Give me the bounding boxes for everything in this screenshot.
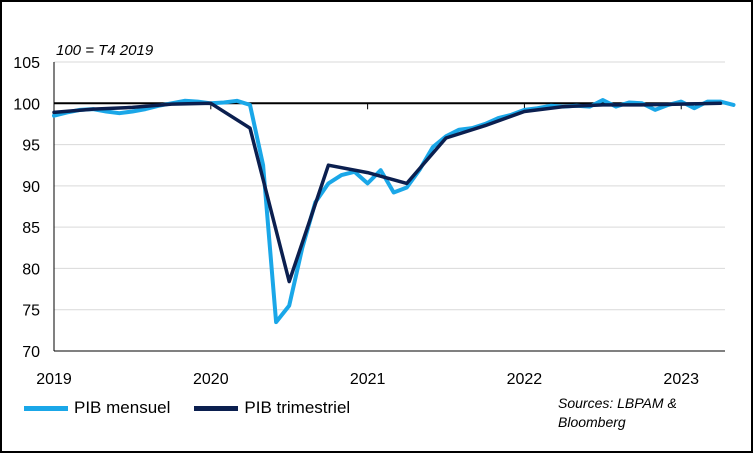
y-tick-label-100: 100 [13,96,40,113]
x-tick-label-2020: 2020 [193,371,229,388]
legend-swatch-pib-trimestriel [194,405,239,411]
x-tick-label-2021: 2021 [350,371,386,388]
legend-item-pib-trimestriel: PIB trimestriel [194,398,350,418]
y-tick-label-90: 90 [22,179,40,196]
series-lines [52,98,736,325]
x-tick-label-2023: 2023 [663,371,699,388]
legend-item-pib-mensuel: PIB mensuel [24,398,170,418]
series-line-pib-mensuel [52,98,736,325]
sources-note: Sources: LBPAM & Bloomberg [558,395,677,430]
legend-label-pib-trimestriel: PIB trimestriel [244,398,351,417]
legend-swatch-pib-mensuel [24,405,68,411]
y-tick-label-95: 95 [22,138,40,155]
legend: PIB mensuel PIB trimestriel [24,398,374,418]
y-tick-label-70: 70 [22,344,40,361]
x-tick-label-2019: 2019 [36,371,72,388]
y-tick-label-105: 105 [13,55,40,72]
y-tick-label-75: 75 [22,303,40,320]
legend-label-pib-mensuel: PIB mensuel [74,398,171,417]
base-note: 100 = T4 2019 [56,42,154,59]
y-tick-label-85: 85 [22,220,40,237]
gridlines [54,61,725,311]
series-line-pib-trimestriel [52,101,723,284]
y-tick-label-80: 80 [22,261,40,278]
x-tick-label-2022: 2022 [507,371,543,388]
